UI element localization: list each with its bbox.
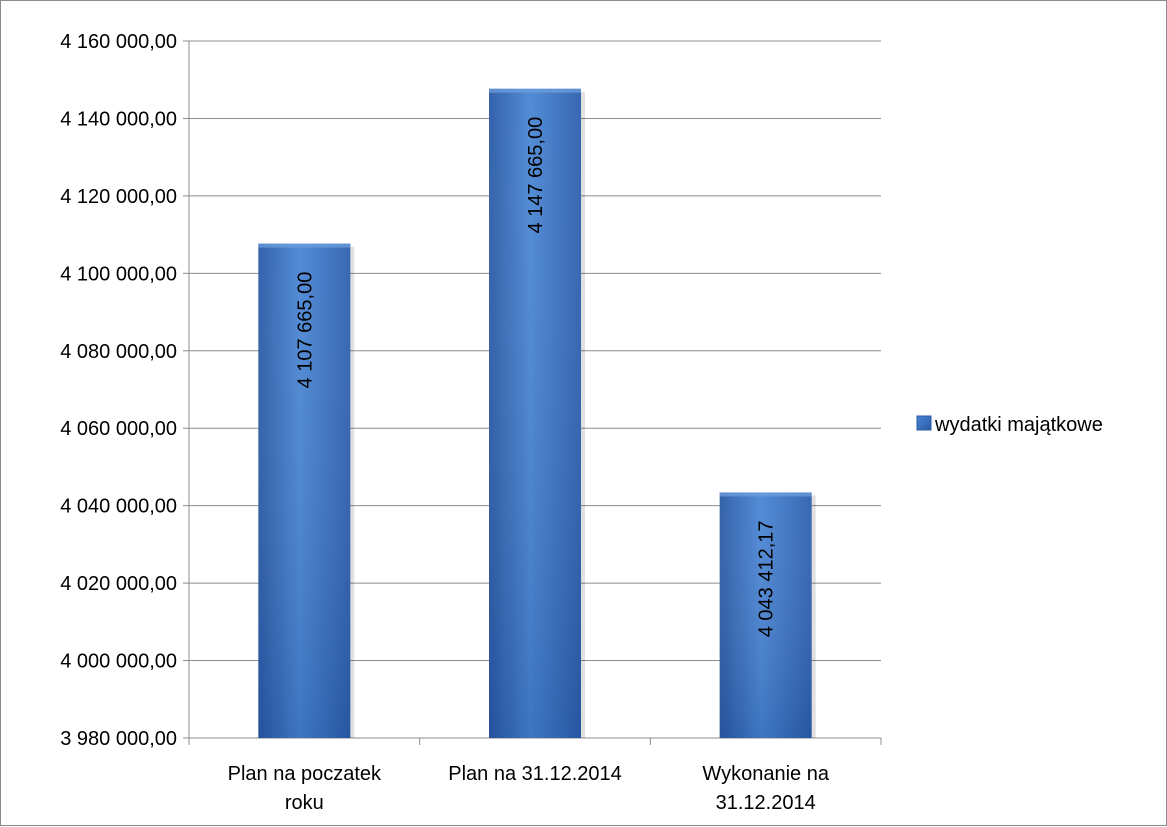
bar-cap	[258, 243, 351, 248]
y-tick-label: 4 080 000,00	[60, 341, 177, 363]
y-tick-label: 3 980 000,00	[60, 728, 177, 750]
data-label: 4 147 665,00	[525, 117, 547, 234]
bar-shade	[719, 492, 812, 738]
category-label: Wykonanie na 31.12.2014	[702, 763, 829, 814]
category-label-line: roku	[285, 792, 324, 814]
y-tick-label: 4 060 000,00	[60, 418, 177, 440]
category-label-line: Wykonanie na	[702, 763, 829, 785]
bar-shade	[489, 88, 581, 739]
y-tick-label: 4 160 000,00	[60, 31, 177, 53]
category-label-line: Plan na 31.12.2014	[448, 763, 622, 785]
y-tick-label: 4 140 000,00	[60, 108, 177, 130]
y-tick-label: 4 040 000,00	[60, 496, 177, 518]
bar-cap	[489, 88, 581, 93]
legend: wydatki majątkowe	[916, 414, 1103, 436]
category-label: Plan na poczatek roku	[228, 763, 382, 814]
data-label: 4 043 412,17	[756, 520, 778, 637]
bars	[258, 88, 816, 739]
bar-shade	[258, 243, 351, 738]
category-label: Plan na 31.12.2014	[448, 763, 622, 785]
category-label-line: Plan na poczatek	[228, 763, 382, 785]
data-label: 4 107 665,00	[294, 272, 316, 389]
legend-label: wydatki majątkowe	[934, 414, 1103, 436]
legend-swatch	[916, 415, 932, 431]
bar-cap	[719, 492, 812, 497]
y-tick-label: 4 020 000,00	[60, 573, 177, 595]
y-tick-label: 4 100 000,00	[60, 263, 177, 285]
category-label-line: 31.12.2014	[716, 792, 816, 814]
labels: 3 980 000,00 4 000 000,00 4 020 000,00 4 04…	[60, 31, 830, 814]
y-tick-label: 4 000 000,00	[60, 651, 177, 673]
y-tick-label: 4 120 000,00	[60, 186, 177, 208]
